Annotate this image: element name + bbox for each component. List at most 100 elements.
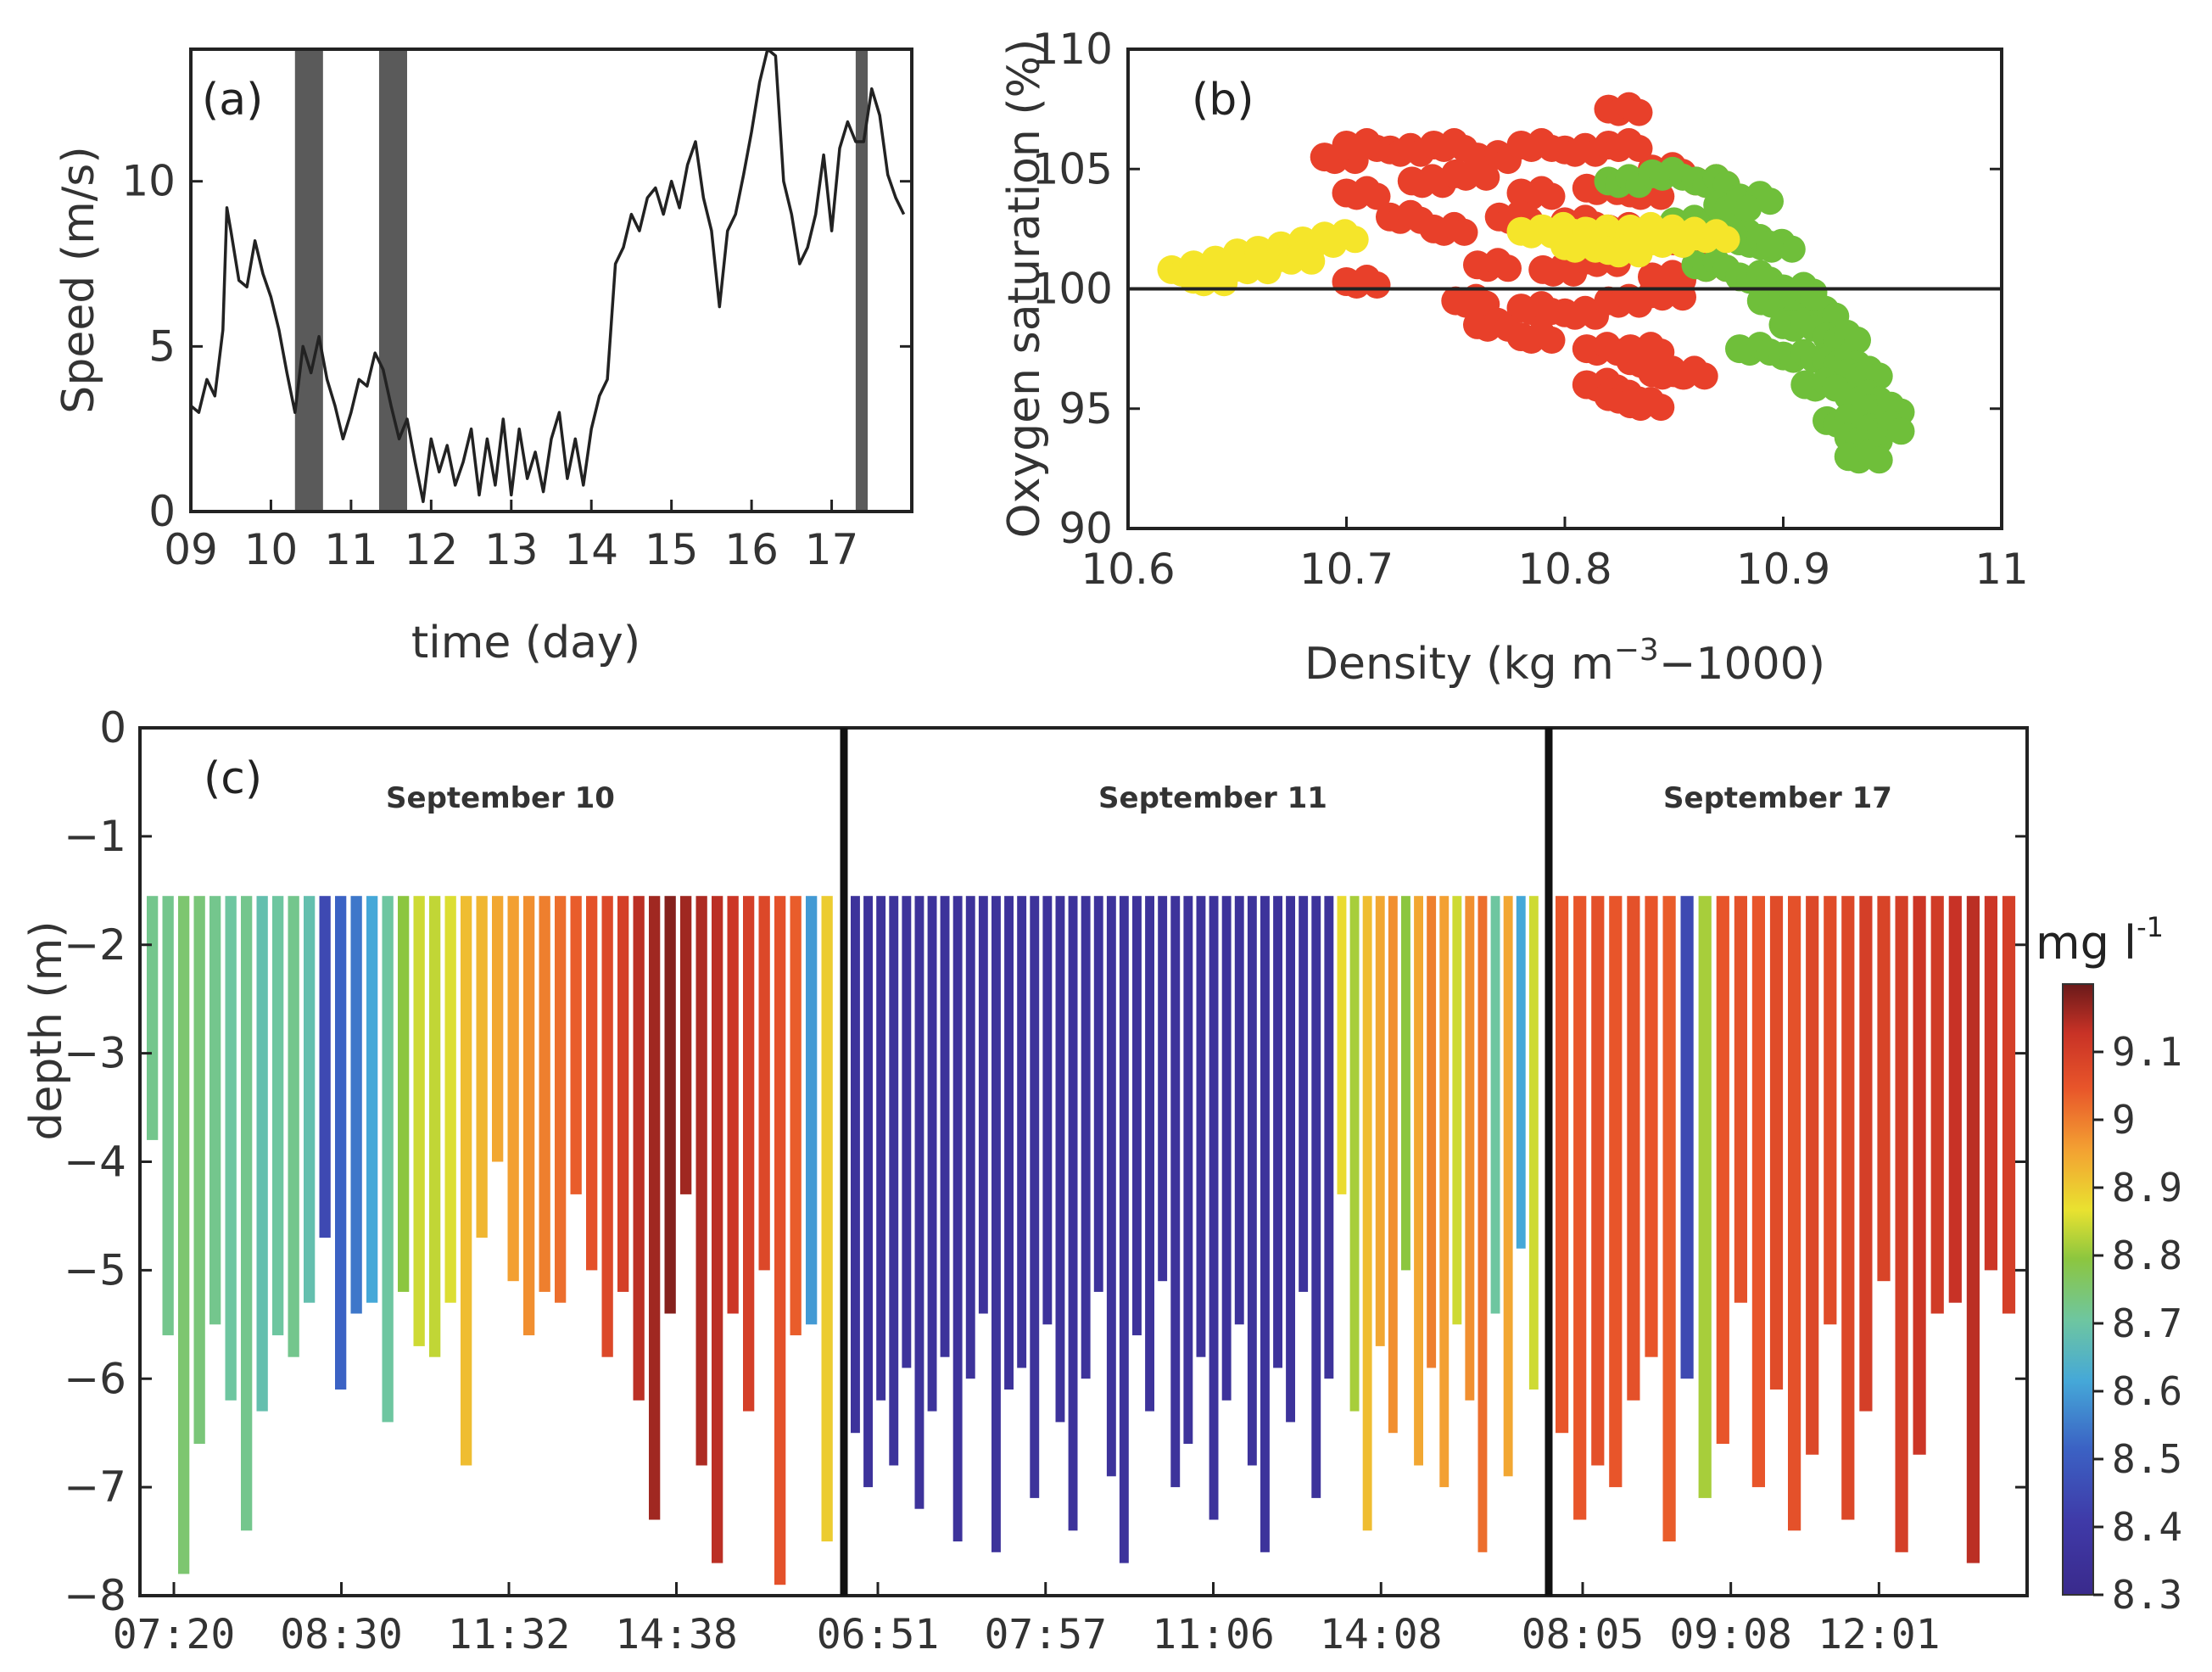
profile-column [1196, 896, 1206, 1357]
profile-column [1017, 896, 1027, 1368]
profile-column [1477, 896, 1488, 1552]
profile-column [256, 896, 268, 1412]
profile-column [539, 896, 550, 1292]
profile-column [209, 896, 221, 1325]
profile-column [1984, 896, 1997, 1271]
profile-column [1465, 896, 1475, 1401]
profile-column [193, 896, 205, 1444]
profile-column [1247, 896, 1257, 1466]
highlight-band-2 [378, 49, 407, 512]
scatter-point [1472, 163, 1500, 191]
depth-y-tick-label: 0 [99, 703, 126, 752]
profile-column [1170, 896, 1181, 1488]
colorbar: 8.3 8.4 8.5 8.6 8.7 8.8 8.9 9 9.1 mg l-1 [2036, 911, 2182, 1618]
profile-column [288, 896, 299, 1357]
series-september-10 [1310, 92, 1740, 422]
profile-column [1895, 896, 1908, 1552]
oxygen-x-axis-label: Density (kg m−3−1000) [1304, 633, 1825, 690]
colorbar-tick-label: 9 [2112, 1097, 2136, 1143]
scatter-point [1690, 362, 1718, 390]
depth-y-axis-label: depth (m) [21, 920, 72, 1140]
time-x-tick-label: 12:01 [1818, 1611, 1941, 1658]
scatter-point [1625, 135, 1653, 162]
time-x-tick-label: 09:08 [1669, 1611, 1792, 1658]
speed-series-line [189, 48, 906, 504]
profile-column [586, 896, 598, 1271]
time-x-tick-label: 11:06 [1152, 1611, 1275, 1658]
oxygen-y-ticks: 90 95 100 105 110 [1032, 25, 2002, 553]
colorbar-unit: mg l [2036, 916, 2137, 970]
profile-column [304, 896, 316, 1303]
profile-column [241, 896, 253, 1531]
profile-column [952, 896, 963, 1542]
profile-column [889, 896, 899, 1466]
profile-column [225, 896, 237, 1401]
profile-column [1145, 896, 1154, 1412]
scatter-point [1865, 446, 1893, 474]
profile-column [1734, 896, 1747, 1303]
depth-y-tick-label: −1 [64, 812, 126, 861]
oxygen-y-tick-label: 95 [1059, 384, 1113, 433]
profile-column [1081, 896, 1091, 1379]
oxygen-profile-heatmap: 0 −1 −2 −3 −4 −5 −6 −7 −8 07:20 08:30 11:32 14:38 06… [21, 703, 2182, 1658]
profile-column [1030, 896, 1040, 1498]
profile-column [1286, 896, 1295, 1423]
depth-y-tick-label: −7 [64, 1462, 126, 1512]
profile-column [1877, 896, 1891, 1282]
speed-x-tick-label: 15 [645, 525, 699, 574]
oxygen-x-tick-label: 10.6 [1081, 545, 1175, 594]
profile-column [1609, 896, 1623, 1488]
profile-column [727, 896, 739, 1314]
profile-column [507, 896, 519, 1282]
oxygen-x-ticks: 10.6 10.7 10.8 10.9 11 [1081, 517, 2029, 594]
profile-column [1788, 896, 1801, 1531]
profile-column [398, 896, 410, 1292]
time-x-tick-label: 11:32 [448, 1611, 571, 1658]
scatter-point [1647, 394, 1675, 422]
profile-column [1209, 896, 1219, 1520]
profile-column [1427, 896, 1437, 1368]
oxygen-x-tick-label: 10.7 [1299, 545, 1394, 594]
profile-column [366, 896, 378, 1303]
profile-column [851, 896, 860, 1434]
density-label-main: Density (kg m [1304, 639, 1614, 690]
profile-column [649, 896, 661, 1520]
profile-column [429, 896, 441, 1357]
speed-x-tick-label: 10 [244, 525, 299, 574]
profile-column [1349, 896, 1360, 1412]
speed-y-tick-label: 10 [121, 157, 176, 206]
profile-column [1591, 896, 1605, 1466]
scatter-points [1157, 92, 1915, 474]
highlight-band-3 [855, 49, 869, 512]
scatter-point [1538, 182, 1566, 210]
scatter-point [1298, 247, 1326, 275]
profile-column [335, 896, 347, 1390]
profile-column [1698, 896, 1712, 1498]
oxygen-y-tick-label: 110 [1032, 25, 1113, 74]
profile-column [570, 896, 582, 1194]
profile-column [147, 896, 159, 1140]
profile-column [695, 896, 707, 1466]
profile-column [1716, 896, 1729, 1444]
oxygen-y-tick-label: 100 [1032, 265, 1113, 314]
density-label-tail: −1000) [1659, 639, 1825, 690]
colorbar-tick-label: 8.8 [2112, 1233, 2182, 1278]
oxygen-x-tick-label: 10.8 [1517, 545, 1612, 594]
panel-b-label: (b) [1192, 75, 1254, 126]
depth-y-tick-label: −6 [64, 1354, 126, 1403]
speed-x-axis-label: time (day) [411, 618, 640, 668]
speed-chart: 0 5 10 09 10 11 12 13 14 15 16 17 (a) time (day) S… [53, 48, 913, 668]
profile-column [806, 896, 818, 1325]
profile-column [1439, 896, 1450, 1488]
profile-column [1234, 896, 1244, 1325]
speed-y-tick-label: 0 [148, 487, 176, 536]
profile-column [1751, 896, 1765, 1488]
oxygen-density-chart: 90 95 100 105 110 10.6 10.7 10.8 10.9 11 (b) Den… [999, 25, 2029, 690]
profile-column [350, 896, 362, 1314]
profile-column [876, 896, 886, 1401]
segment-label-sep10: September 10 [386, 781, 615, 815]
colorbar-tick-label: 8.3 [2112, 1572, 2182, 1618]
colorbar-gradient [2062, 983, 2094, 1596]
profile-column [178, 896, 190, 1574]
profile-column [633, 896, 645, 1401]
